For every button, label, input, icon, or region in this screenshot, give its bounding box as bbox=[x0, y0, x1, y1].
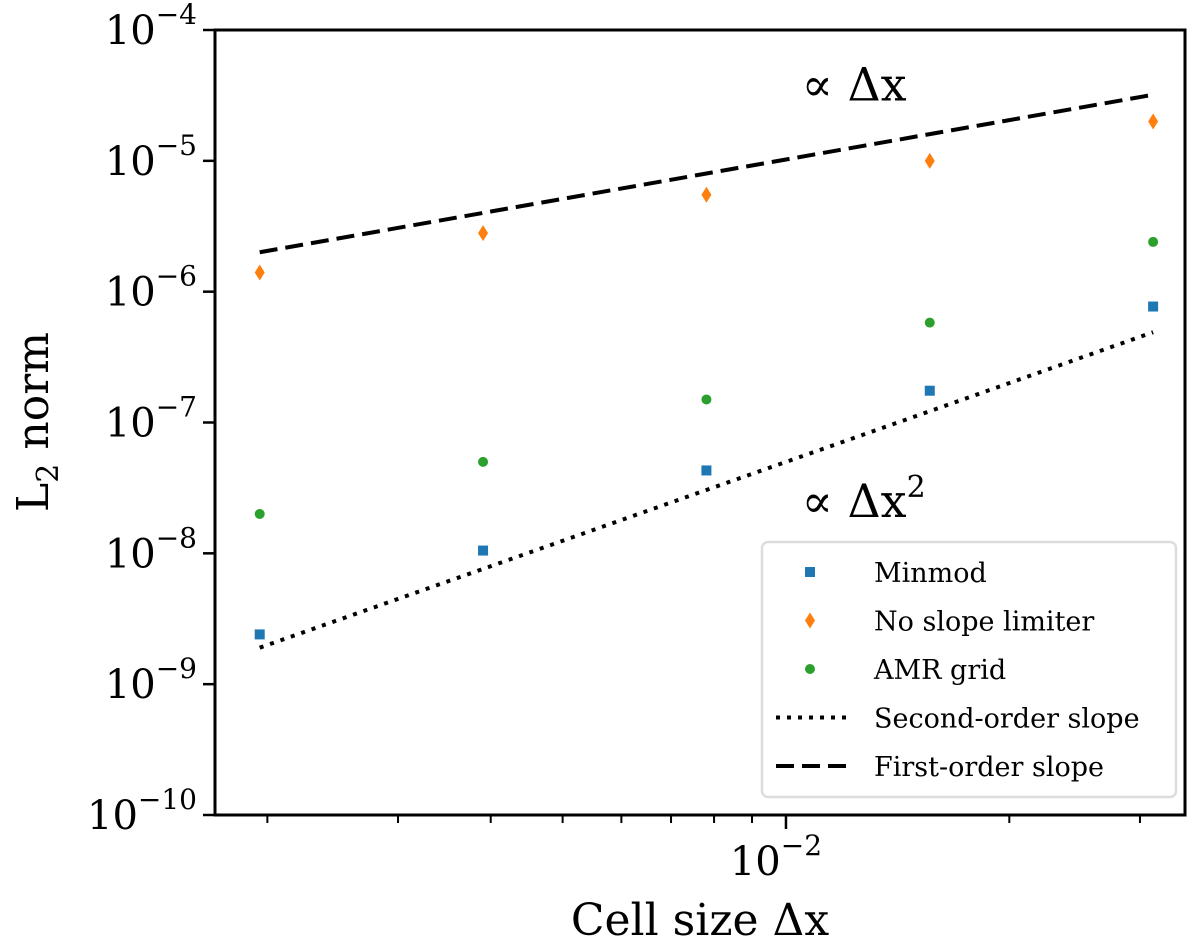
y-tick-base: 10 bbox=[105, 8, 156, 54]
annotation: ∝ Δx bbox=[802, 57, 907, 111]
data-point-no-slope-limiter bbox=[701, 186, 712, 203]
second-order-slope-line bbox=[259, 330, 1154, 650]
y-tick-base: 10 bbox=[105, 139, 156, 185]
legend-label: Second-order slope bbox=[874, 704, 1140, 735]
y-axis-label: L2 norm bbox=[8, 332, 66, 512]
data-point-amr-grid bbox=[701, 394, 712, 405]
data-point-no-slope-limiter bbox=[1148, 113, 1159, 130]
y-tick-label: 10−6 bbox=[105, 260, 197, 316]
data-point-amr-grid bbox=[924, 317, 935, 328]
y-tick-base: 10 bbox=[105, 401, 156, 447]
plot-marks bbox=[254, 92, 1159, 650]
legend-marker-swatch bbox=[805, 612, 815, 629]
legend-label: No slope limiter bbox=[874, 607, 1094, 638]
data-point-amr-grid bbox=[1148, 236, 1159, 247]
y-tick-base: 10 bbox=[87, 793, 138, 839]
y-tick-exponent: −7 bbox=[156, 391, 197, 424]
data-point-minmod bbox=[701, 465, 712, 476]
legend: Minmod No slope limiter AMR grid Second-ord… bbox=[760, 540, 1178, 799]
data-point-no-slope-limiter bbox=[924, 152, 935, 169]
y-tick-label: 10−10 bbox=[87, 783, 197, 839]
y-tick-exponent: −4 bbox=[156, 0, 197, 31]
annotation-text: ∝ Δx bbox=[802, 57, 907, 111]
y-tick-exponent: −10 bbox=[138, 783, 197, 816]
annotations: ∝ Δx∝ Δx2 bbox=[802, 57, 926, 528]
data-point-no-slope-limiter bbox=[478, 225, 489, 242]
legend-box bbox=[760, 540, 1178, 799]
annotation: ∝ Δx2 bbox=[802, 470, 926, 528]
y-tick-base: 10 bbox=[105, 531, 156, 577]
data-point-amr-grid bbox=[254, 508, 265, 519]
legend-label: Minmod bbox=[874, 558, 987, 589]
y-tick-label: 10−9 bbox=[105, 652, 197, 708]
x-tick-label: 10−2 bbox=[730, 829, 822, 885]
annotation-exponent: 2 bbox=[907, 470, 926, 505]
y-tick-label: 10−4 bbox=[105, 0, 197, 54]
annotation-text: ∝ Δx bbox=[802, 474, 907, 528]
y-tick-base: 10 bbox=[105, 662, 156, 708]
data-point-minmod bbox=[254, 629, 265, 640]
legend-marker-swatch bbox=[805, 567, 815, 577]
legend-label: AMR grid bbox=[873, 655, 1006, 686]
data-point-no-slope-limiter bbox=[254, 264, 265, 281]
y-tick-base: 10 bbox=[105, 270, 156, 316]
x-tick-exponent: −2 bbox=[781, 829, 822, 862]
data-point-minmod bbox=[478, 545, 489, 556]
y-tick-label: 10−7 bbox=[105, 391, 197, 447]
x-axis-label: Cell size Δx bbox=[571, 895, 829, 946]
y-tick-exponent: −5 bbox=[156, 129, 197, 162]
y-tick-exponent: −9 bbox=[156, 652, 197, 685]
y-tick-label: 10−8 bbox=[105, 521, 197, 577]
legend-label: First-order slope bbox=[874, 752, 1104, 783]
data-point-minmod bbox=[1148, 301, 1159, 312]
first-order-slope-line bbox=[259, 92, 1154, 255]
x-tick-base: 10 bbox=[730, 839, 781, 885]
data-point-minmod bbox=[924, 385, 935, 396]
y-tick-label: 10−5 bbox=[105, 129, 197, 185]
legend-marker-swatch bbox=[805, 664, 815, 674]
y-tick-exponent: −8 bbox=[156, 521, 197, 554]
y-tick-exponent: −6 bbox=[156, 260, 197, 293]
data-point-amr-grid bbox=[478, 456, 489, 467]
